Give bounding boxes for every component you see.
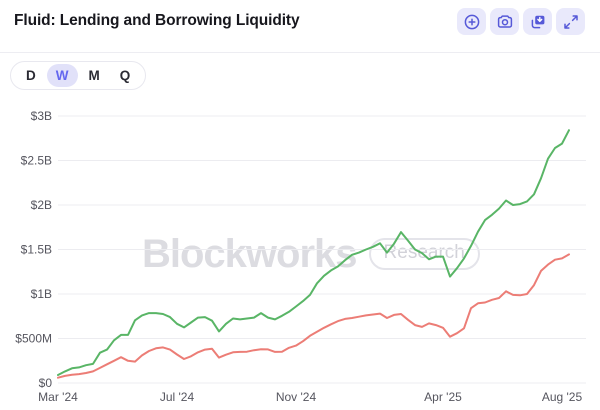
y-axis-tick-label: $2.5B	[21, 154, 52, 168]
green-series-line	[57, 129, 570, 376]
watermark-brand: Blockworks	[142, 232, 358, 276]
toolbar	[457, 8, 585, 35]
timeframe-option-w[interactable]: W	[46, 64, 78, 87]
save-image-icon	[529, 13, 547, 31]
y-axis-tick-label: $500M	[15, 332, 52, 346]
x-axis-tick-label: Nov '24	[276, 390, 317, 404]
screenshot-button[interactable]	[490, 8, 519, 35]
red-series-line	[57, 253, 570, 379]
x-axis-tick-label: Apr '25	[424, 390, 462, 404]
camera-icon	[496, 13, 514, 31]
zoom-in-button[interactable]	[457, 8, 486, 35]
y-axis-tick-label: $3B	[31, 109, 52, 123]
y-axis-tick-label: $1B	[31, 287, 52, 301]
timeframe-option-d[interactable]: D	[17, 64, 45, 87]
x-axis-tick-label: Mar '24	[38, 390, 78, 404]
timeframe-option-q[interactable]: Q	[111, 64, 140, 87]
timeframe-selector: D W M Q	[10, 61, 147, 90]
fullscreen-button[interactable]	[556, 8, 585, 35]
plus-circle-icon	[463, 13, 481, 31]
y-axis-tick-label: $2B	[31, 198, 52, 212]
expand-icon	[562, 13, 580, 31]
watermark: Blockworks Research	[142, 233, 480, 275]
page-title: Fluid: Lending and Borrowing Liquidity	[14, 12, 300, 29]
x-axis-tick-label: Jul '24	[160, 390, 195, 404]
export-image-button[interactable]	[523, 8, 552, 35]
y-axis-tick-label: $0	[39, 376, 53, 390]
timeframe-option-m[interactable]: M	[80, 64, 109, 87]
x-axis-tick-label: Aug '25	[542, 390, 583, 404]
y-axis-tick-label: $1.5B	[21, 243, 52, 257]
header: Fluid: Lending and Borrowing Liquidity	[0, 0, 600, 53]
watermark-badge: Research	[368, 238, 480, 270]
